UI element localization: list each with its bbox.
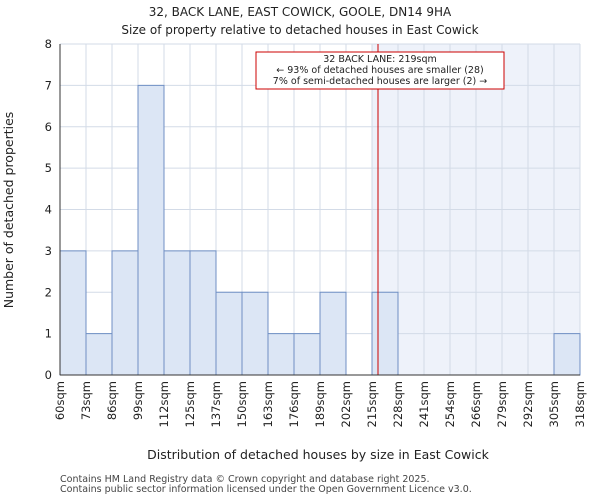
bar-60sqm — [59, 250, 87, 376]
y-tick-label-6: 6 — [45, 120, 52, 134]
y-tick-label-4: 4 — [45, 203, 52, 217]
y-tick-label-5: 5 — [45, 161, 52, 175]
bar-176sqm — [293, 333, 321, 376]
chart-subtitle: Size of property relative to detached ho… — [121, 23, 478, 37]
y-tick-label-0: 0 — [45, 368, 52, 382]
bar-305sqm — [553, 333, 581, 376]
x-tick-label-7: 150sqm — [235, 381, 249, 427]
bar-112sqm — [163, 250, 191, 376]
bar-189sqm — [319, 291, 347, 376]
x-tick-label-4: 112sqm — [157, 381, 171, 427]
x-tick-label-0: 60sqm — [53, 381, 67, 420]
y-tick-label-8: 8 — [45, 37, 52, 51]
bar-150sqm — [241, 291, 269, 376]
x-tick-label-14: 241sqm — [417, 381, 431, 427]
x-tick-label-16: 266sqm — [469, 381, 483, 427]
x-tick-label-6: 137sqm — [209, 381, 223, 427]
x-tick-label-20: 318sqm — [573, 381, 587, 427]
footer-line-1: Contains HM Land Registry data © Crown c… — [60, 474, 430, 485]
annotation-line-2: ← 93% of detached houses are smaller (28… — [276, 65, 483, 76]
x-tick-label-12: 215sqm — [365, 381, 379, 427]
chart-title: 32, BACK LANE, EAST COWICK, GOOLE, DN14 … — [149, 5, 452, 19]
x-tick-label-17: 279sqm — [495, 381, 509, 427]
annotation-line-1: 32 BACK LANE: 219sqm — [323, 54, 437, 65]
x-tick-label-1: 73sqm — [79, 381, 93, 420]
annotation-line-3: 7% of semi-detached houses are larger (2… — [273, 76, 487, 87]
bars — [59, 84, 581, 376]
y-tick-label-7: 7 — [45, 78, 52, 92]
bar-137sqm — [215, 291, 243, 376]
bar-73sqm — [85, 333, 113, 376]
x-tick-label-11: 202sqm — [339, 381, 353, 427]
y-tick-label-1: 1 — [45, 327, 52, 341]
x-tick-label-8: 163sqm — [261, 381, 275, 427]
x-tick-label-13: 228sqm — [391, 381, 405, 427]
annotation-box: 32 BACK LANE: 219sqm ← 93% of detached h… — [255, 51, 505, 90]
x-tick-label-15: 254sqm — [443, 381, 457, 427]
x-tick-label-5: 125sqm — [183, 381, 197, 427]
x-tick-label-10: 189sqm — [313, 381, 327, 427]
footer-line-2: Contains public sector information licen… — [60, 484, 472, 495]
x-axis-label: Distribution of detached houses by size … — [147, 447, 489, 462]
x-tick-label-9: 176sqm — [287, 381, 301, 427]
x-tick-label-18: 292sqm — [521, 381, 535, 427]
bar-125sqm — [189, 250, 217, 376]
y-tick-label-3: 3 — [45, 244, 52, 258]
bar-99sqm — [137, 84, 165, 376]
x-tick-label-19: 305sqm — [547, 381, 561, 427]
y-ticks: 0 1 2 3 4 5 6 7 8 — [45, 37, 52, 382]
bar-86sqm — [111, 250, 139, 376]
y-axis-label: Number of detached properties — [1, 112, 16, 309]
x-tick-label-2: 86sqm — [105, 381, 119, 420]
annotation-frame — [255, 51, 505, 90]
x-ticks: 60sqm 73sqm 86sqm 99sqm 112sqm 125sqm 137sqm 15… — [53, 381, 587, 427]
x-tick-label-3: 99sqm — [131, 381, 145, 420]
bar-163sqm — [267, 333, 295, 376]
y-tick-label-2: 2 — [45, 285, 52, 299]
bar-215sqm — [371, 291, 399, 376]
